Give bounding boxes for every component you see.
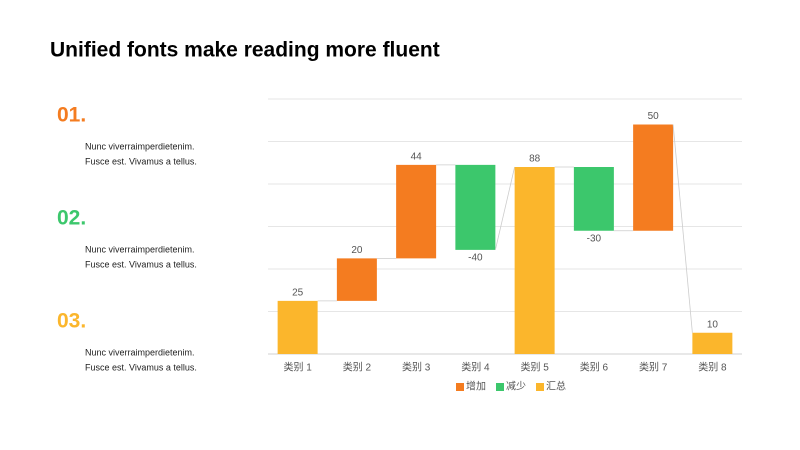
- bar: [633, 124, 674, 231]
- bar: [514, 167, 555, 354]
- bar: [336, 258, 377, 301]
- x-tick-label: 类别 4: [461, 361, 490, 374]
- connector: [672, 124, 693, 333]
- item-text: Fusce est. Vivamus a tellus.: [85, 259, 197, 269]
- item-text: Fusce est. Vivamus a tellus.: [85, 362, 197, 372]
- data-label: 88: [529, 154, 541, 165]
- title: Unified fonts make reading more fluent: [50, 39, 440, 62]
- data-label: -40: [468, 253, 483, 264]
- data-label: 25: [292, 288, 304, 299]
- legend-swatch: [496, 383, 504, 391]
- data-label: 44: [411, 152, 423, 163]
- item-text: Fusce est. Vivamus a tellus.: [85, 156, 197, 166]
- bar: [277, 300, 318, 354]
- x-tick-label: 类别 3: [402, 361, 431, 374]
- x-tick-label: 类别 1: [283, 361, 312, 374]
- bar: [692, 332, 733, 354]
- x-tick-label: 类别 6: [580, 361, 609, 374]
- item-text: Nunc viverraimperdietenim.: [85, 141, 195, 151]
- legend-label: 增加: [466, 380, 486, 393]
- data-label: -30: [587, 233, 602, 244]
- item-number: 01.: [57, 104, 86, 127]
- data-label: 20: [351, 245, 363, 256]
- legend-label: 汇总: [546, 380, 566, 393]
- x-tick-label: 类别 2: [343, 361, 372, 374]
- item-number: 02.: [57, 207, 86, 230]
- x-tick-label: 类别 7: [639, 361, 668, 374]
- legend-swatch: [456, 383, 464, 391]
- item-number: 03.: [57, 310, 86, 333]
- item-text: Nunc viverraimperdietenim.: [85, 347, 195, 357]
- x-tick-label: 类别 8: [698, 361, 727, 374]
- data-label: 10: [707, 319, 719, 330]
- x-tick-label: 类别 5: [520, 361, 549, 374]
- item-text: Nunc viverraimperdietenim.: [85, 244, 195, 254]
- legend-swatch: [536, 383, 544, 391]
- bar: [455, 164, 496, 250]
- data-label: 50: [648, 111, 660, 122]
- legend-label: 减少: [506, 381, 526, 393]
- bar: [573, 167, 614, 231]
- connector: [494, 166, 516, 250]
- bar: [396, 164, 437, 259]
